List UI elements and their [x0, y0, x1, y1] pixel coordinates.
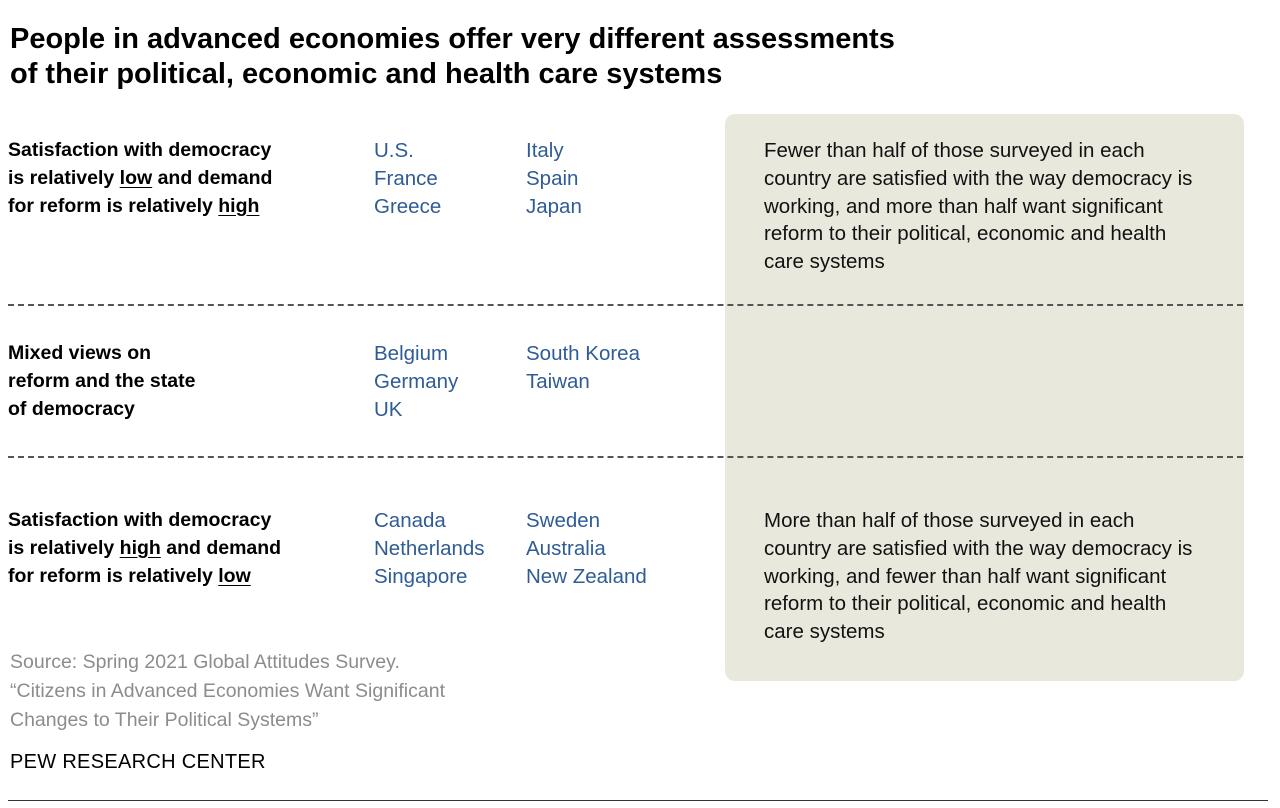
shaded-explanation-panel: [725, 114, 1244, 681]
country-new-zealand: New Zealand: [526, 564, 647, 588]
country-sweden: Sweden: [526, 509, 601, 532]
row-label-low-satisfaction: Satisfaction with democracy is relativel…: [8, 139, 273, 217]
country-canada: Canada: [374, 509, 446, 532]
country-singapore: Singapore: [374, 564, 468, 588]
source-note: Source: Spring 2021 Global Attitudes Sur…: [10, 651, 445, 731]
emphasis-high: high: [218, 194, 260, 217]
title-line-1: People in advanced economies offer very …: [10, 23, 895, 55]
country-italy: Italy: [526, 139, 564, 162]
panel-text-bottom: More than half of those surveyed in each…: [764, 509, 1193, 644]
country-us: U.S.: [374, 139, 414, 162]
emphasis-low: low: [119, 166, 153, 189]
organization-credit: PEW RESEARCH CENTER: [10, 751, 266, 773]
row-divider-2: [8, 456, 1243, 458]
country-australia: Australia: [526, 536, 606, 560]
country-netherlands: Netherlands: [374, 536, 485, 560]
country-japan: Japan: [526, 194, 582, 218]
row-divider-1: [8, 304, 1243, 306]
country-belgium: Belgium: [374, 342, 449, 365]
country-greece: Greece: [374, 194, 442, 218]
country-spain: Spain: [526, 166, 579, 190]
country-south-korea: South Korea: [526, 342, 640, 365]
row-label-mixed-views: Mixed views on reform and the state of d…: [8, 342, 196, 420]
title-line-2: of their political, economic and health …: [10, 58, 723, 90]
row-label-high-satisfaction: Satisfaction with democracy is relativel…: [8, 509, 282, 587]
emphasis-high: high: [119, 536, 161, 559]
country-france: France: [374, 166, 438, 190]
panel-text-top: Fewer than half of those surveyed in eac…: [764, 139, 1193, 274]
chart-title: People in advanced economies offer very …: [10, 22, 1110, 92]
country-uk: UK: [374, 397, 403, 421]
country-germany: Germany: [374, 369, 459, 393]
country-taiwan: Taiwan: [526, 369, 590, 393]
bottom-rule: [8, 800, 1268, 801]
emphasis-low: low: [218, 564, 251, 587]
